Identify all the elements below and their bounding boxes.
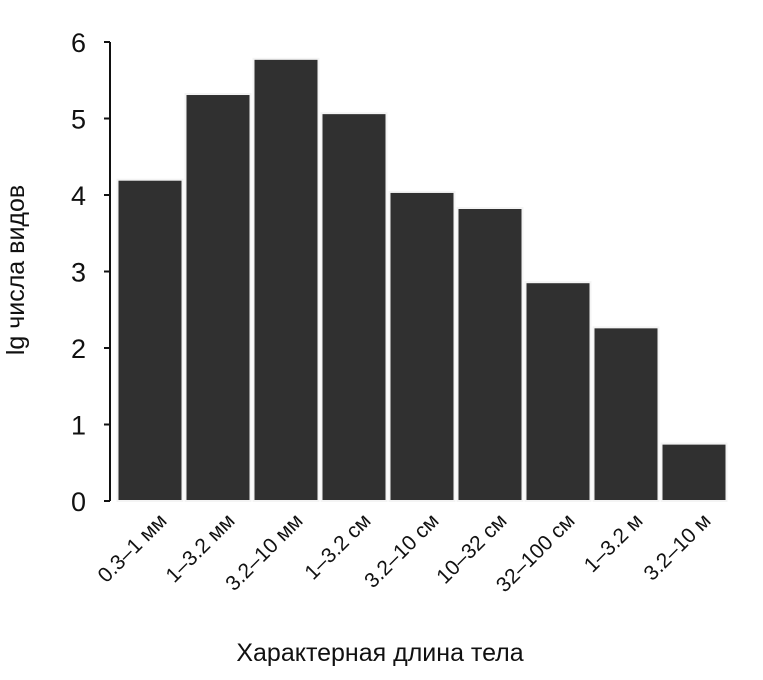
bar: [592, 326, 660, 502]
bar: [524, 281, 592, 502]
bar: [184, 93, 252, 503]
y-tick-label: 5: [71, 105, 86, 135]
x-axis-tick-labels: 0.3–1 мм1–3.2 мм3.2–10 мм1–3.2 см3.2–10 …: [94, 509, 716, 597]
y-tick-label: 3: [71, 258, 86, 288]
y-tick-label: 1: [71, 411, 86, 441]
y-axis-ticks: 0 1 2 3 4 5 6: [71, 28, 110, 517]
x-axis-title: Характерная длина тела: [236, 639, 523, 667]
y-tick-label: 6: [71, 28, 86, 58]
bar: [252, 57, 320, 503]
y-axis-title: lg числа видов: [2, 185, 30, 355]
bar: [660, 442, 728, 502]
bar: [388, 190, 456, 502]
x-tick-label: 3.2–10 м: [640, 509, 716, 585]
y-tick-label: 2: [71, 334, 86, 364]
bar: [116, 178, 184, 502]
x-tick-label: 1–3.2 м: [580, 509, 648, 577]
x-tick-label: 0.3–1 мм: [94, 509, 172, 587]
y-tick-label: 0: [71, 487, 86, 517]
bar: [456, 207, 524, 502]
y-tick-label: 4: [71, 181, 86, 211]
bars: [116, 57, 728, 503]
x-tick-label: 3.2–10 см: [360, 509, 443, 592]
bar: [320, 112, 388, 503]
